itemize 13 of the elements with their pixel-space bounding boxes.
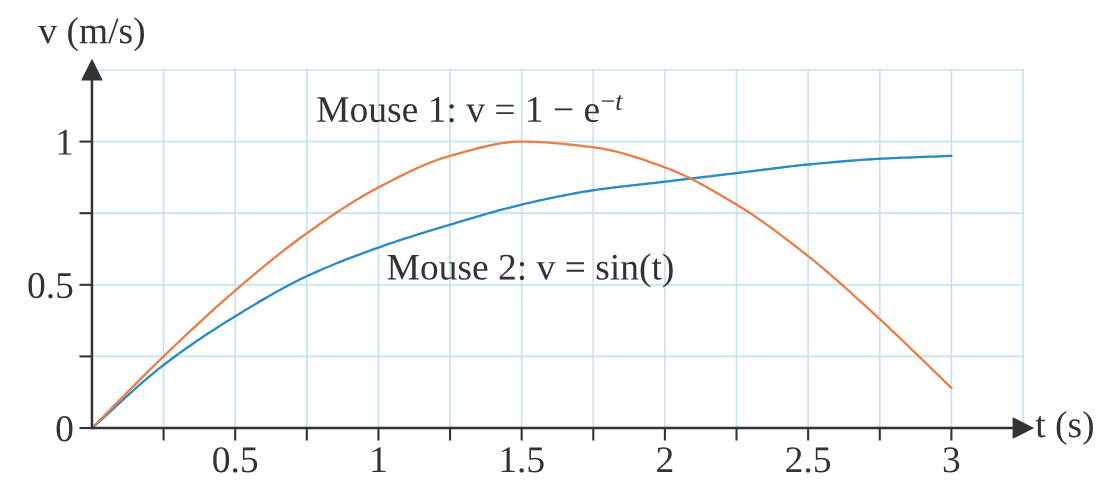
x-tick-label: 2.5 xyxy=(786,447,831,473)
y-axis-title: v (m/s) xyxy=(38,17,144,52)
y-tick-label: 1 xyxy=(58,129,72,155)
y-tick-label: 0.5 xyxy=(28,272,73,299)
y-tick-label: 0 xyxy=(56,416,73,442)
x-tick-label: 1 xyxy=(372,447,386,473)
x-tick-label: 1.5 xyxy=(501,447,544,473)
annotation: Mouse 2: v = sin(t) xyxy=(387,253,673,288)
x-tick-label: 0.5 xyxy=(213,447,258,473)
x-tick-label: 2 xyxy=(657,447,673,473)
x-tick-label: 3 xyxy=(943,447,960,473)
annotation: Mouse 1: v = 1 − e$^{−t}$ xyxy=(317,94,624,123)
x-axis-title: t (s) xyxy=(1035,411,1093,446)
